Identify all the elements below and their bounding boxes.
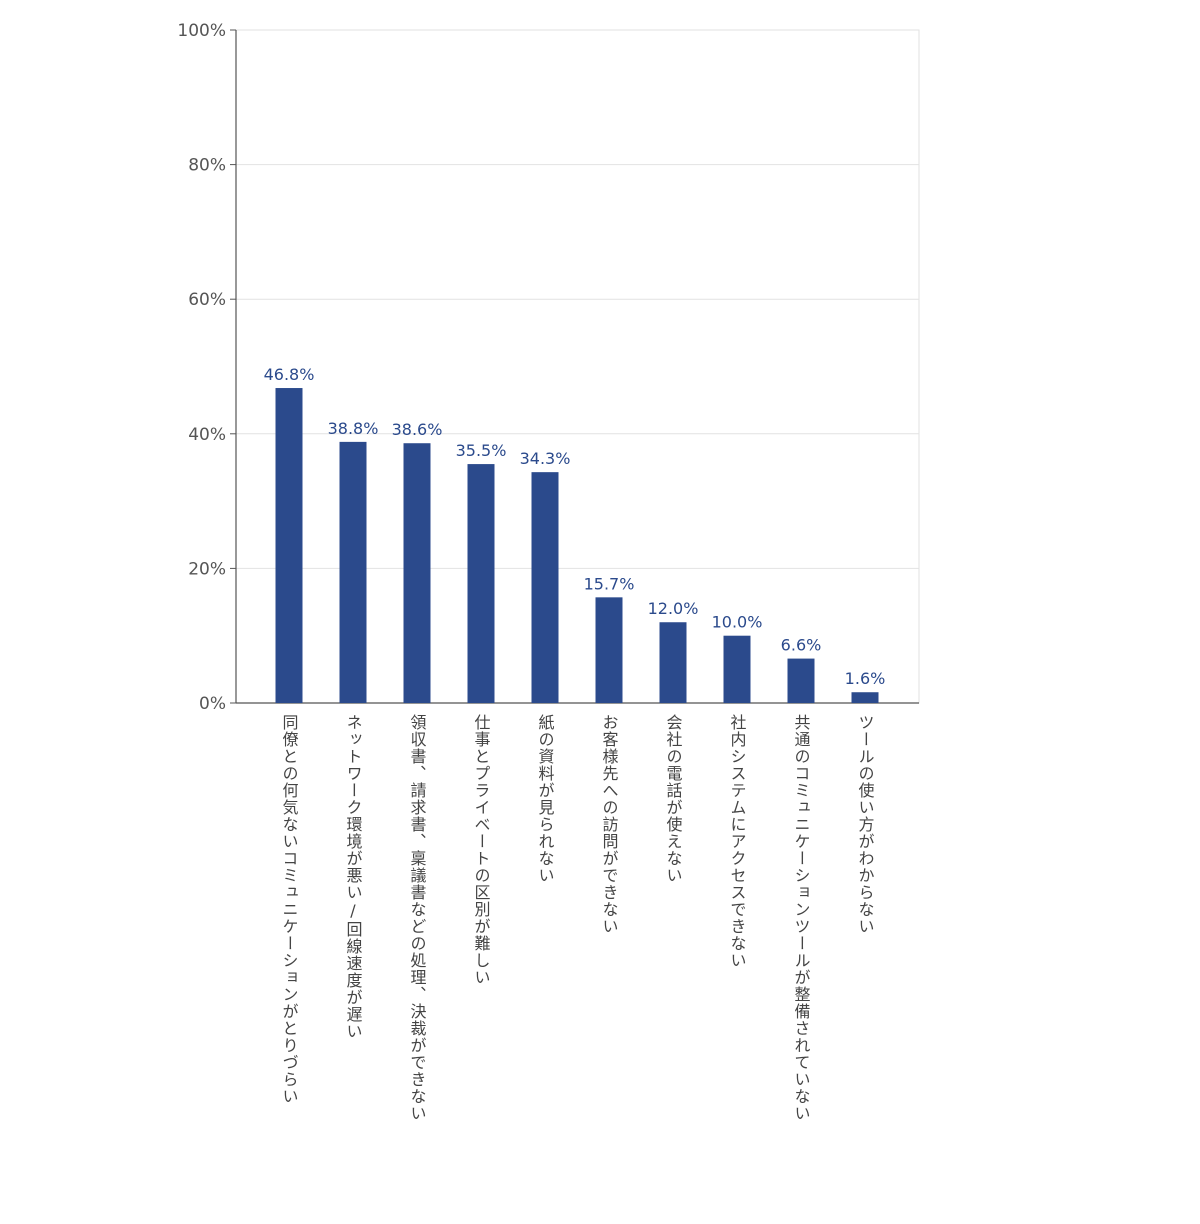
- data-label: 10.0%: [712, 613, 763, 632]
- gridlines: [236, 29, 919, 569]
- data-label: 15.7%: [584, 574, 635, 593]
- data-label: 38.6%: [392, 420, 443, 439]
- category-label: 社内システムにアクセスできない: [728, 714, 747, 969]
- category-label: 共通のコミュニケーションツールが整備されていない: [792, 714, 811, 1122]
- plot-area: [235, 29, 920, 704]
- bar: [851, 692, 879, 703]
- bar: [787, 658, 815, 703]
- data-label: 12.0%: [648, 599, 699, 618]
- category-label: ツールの使い方がわからない: [856, 714, 875, 935]
- data-label: 6.6%: [781, 636, 822, 655]
- bar: [531, 472, 559, 703]
- bars: [275, 388, 879, 703]
- y-tick-label: 20%: [188, 559, 226, 579]
- bar: [339, 441, 367, 703]
- category-label: 紙の資料が見られない: [536, 714, 555, 884]
- bar: [467, 464, 495, 703]
- y-tick-label: 100%: [177, 21, 226, 41]
- data-labels: 46.8% 38.8% 38.6% 35.5% 34.3% 15.7% 12.0% 10.0%…: [264, 365, 886, 688]
- data-label: 35.5%: [456, 441, 507, 460]
- category-label: 会社の電話が使えない: [664, 714, 683, 884]
- category-label: 仕事とプライベートの区別が難しい: [472, 714, 491, 986]
- y-tick-label: 40%: [188, 425, 226, 445]
- category-label: ネットワーク環境が悪い/回線速度が遅い: [344, 714, 363, 1040]
- data-label: 34.3%: [520, 449, 571, 468]
- bar: [275, 388, 303, 703]
- data-label: 1.6%: [845, 669, 886, 688]
- data-label: 38.8%: [328, 419, 379, 438]
- bar: [403, 443, 431, 703]
- bar: [659, 622, 687, 703]
- category-label: お客様先への訪問ができない: [600, 714, 619, 935]
- category-labels: 同僚との何気ないコミュニケーションがとりづらい ネットワーク環境が悪い/回線速度が…: [280, 714, 875, 1122]
- y-tick-label: 0%: [199, 694, 226, 714]
- y-tick-label: 80%: [188, 156, 226, 176]
- bar: [595, 597, 623, 703]
- y-tick-label: 60%: [188, 290, 226, 310]
- data-label: 46.8%: [264, 365, 315, 384]
- category-label: 領収書、請求書、稟議書などの処理、決裁ができない: [408, 714, 427, 1122]
- category-label: 同僚との何気ないコミュニケーションがとりづらい: [280, 714, 299, 1105]
- bar: [723, 635, 751, 703]
